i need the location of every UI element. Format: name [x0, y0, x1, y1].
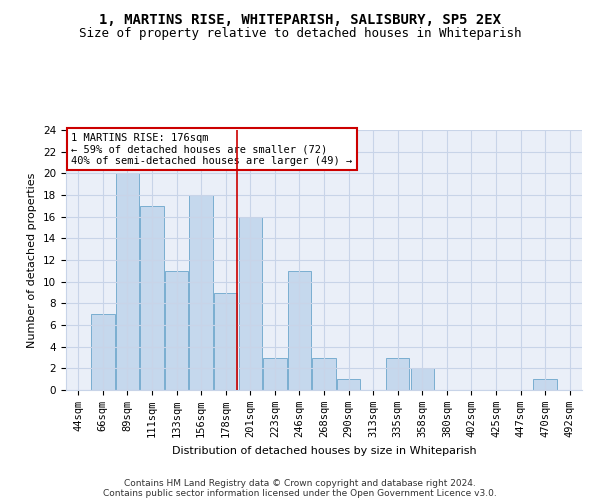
Text: 1 MARTINS RISE: 176sqm
← 59% of detached houses are smaller (72)
40% of semi-det: 1 MARTINS RISE: 176sqm ← 59% of detached…: [71, 132, 352, 166]
Bar: [410, 368, 434, 390]
Bar: [337, 379, 360, 390]
Bar: [116, 174, 139, 390]
Bar: [239, 216, 262, 390]
Text: 1, MARTINS RISE, WHITEPARISH, SALISBURY, SP5 2EX: 1, MARTINS RISE, WHITEPARISH, SALISBURY,…: [99, 12, 501, 26]
Bar: [313, 358, 335, 390]
Y-axis label: Number of detached properties: Number of detached properties: [28, 172, 37, 348]
Bar: [91, 314, 115, 390]
Bar: [140, 206, 164, 390]
Bar: [190, 195, 213, 390]
Text: Contains public sector information licensed under the Open Government Licence v3: Contains public sector information licen…: [103, 488, 497, 498]
Bar: [263, 358, 287, 390]
X-axis label: Distribution of detached houses by size in Whiteparish: Distribution of detached houses by size …: [172, 446, 476, 456]
Text: Size of property relative to detached houses in Whiteparish: Size of property relative to detached ho…: [79, 28, 521, 40]
Bar: [288, 271, 311, 390]
Bar: [386, 358, 409, 390]
Bar: [533, 379, 557, 390]
Bar: [165, 271, 188, 390]
Text: Contains HM Land Registry data © Crown copyright and database right 2024.: Contains HM Land Registry data © Crown c…: [124, 478, 476, 488]
Bar: [214, 292, 238, 390]
